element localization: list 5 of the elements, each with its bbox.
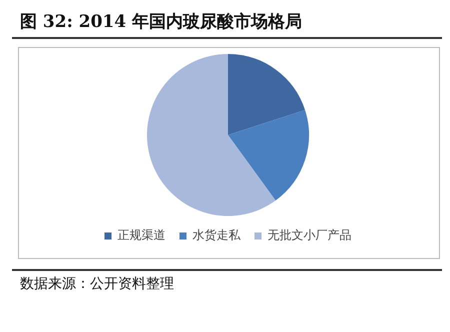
legend-label: 水货走私 (192, 228, 242, 242)
legend-label: 正规渠道 (118, 228, 166, 242)
source-note: 数据来源：公开资料整理 (19, 275, 175, 293)
chart-title: 图 32: 2014 年国内玻尿酸市场格局 (19, 11, 304, 34)
legend-label: 无批文小厂产品 (268, 228, 352, 242)
